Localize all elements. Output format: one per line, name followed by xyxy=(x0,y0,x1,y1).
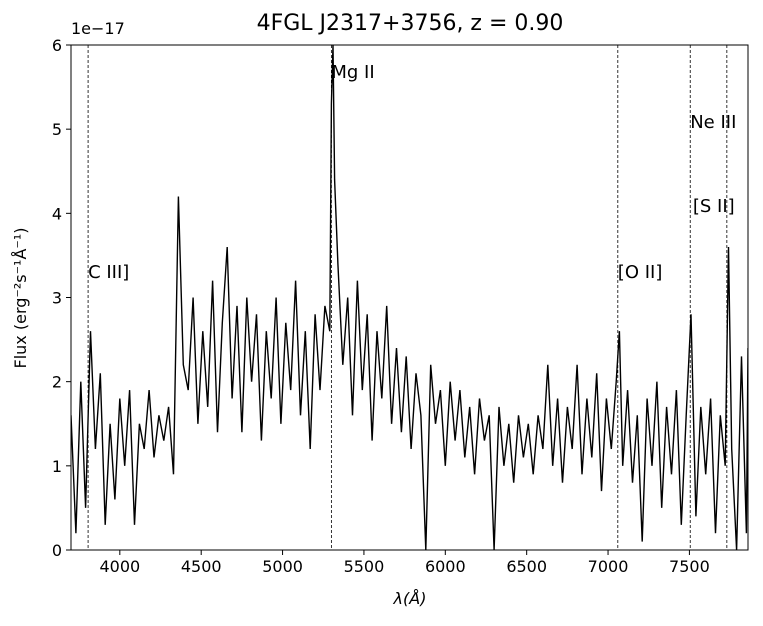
line-label: Mg II xyxy=(331,62,374,83)
y-tick-label: 4 xyxy=(52,204,62,223)
line-label: [O II] xyxy=(618,262,663,283)
x-tick-label: 7500 xyxy=(669,557,710,576)
x-tick-label: 7000 xyxy=(588,557,629,576)
y-tick-label: 1 xyxy=(52,457,62,476)
x-tick-label: 6000 xyxy=(425,557,466,576)
x-tick-label: 5500 xyxy=(344,557,385,576)
x-tick-label: 5000 xyxy=(262,557,303,576)
y-tick-label: 3 xyxy=(52,289,62,308)
line-label: C III] xyxy=(88,262,129,283)
x-tick-label: 4000 xyxy=(99,557,140,576)
y-tick-label: 6 xyxy=(52,36,62,55)
line-label: [S II] xyxy=(693,196,735,217)
x-axis-label: λ(Å) xyxy=(393,589,427,608)
y-tick-label: 0 xyxy=(52,541,62,560)
x-tick-label: 4500 xyxy=(181,557,222,576)
y-offset-label: 1e−17 xyxy=(71,19,125,38)
spectrum-line xyxy=(71,45,748,550)
x-tick-label: 6500 xyxy=(506,557,547,576)
y-axis-label: Flux (erg⁻²s⁻¹Å⁻¹) xyxy=(11,228,30,369)
plot-frame xyxy=(70,44,749,551)
y-tick-label: 2 xyxy=(52,373,62,392)
y-tick-label: 5 xyxy=(52,120,62,139)
line-label: Ne III xyxy=(690,112,736,133)
chart-title: 4FGL J2317+3756, z = 0.90 xyxy=(257,11,564,36)
